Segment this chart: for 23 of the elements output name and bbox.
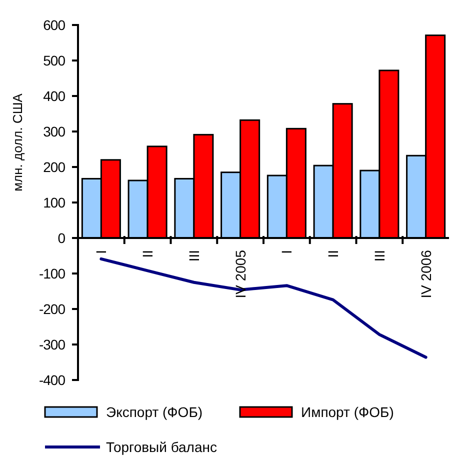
y-axis-title: млн. долл. США [10, 93, 25, 192]
x-tick-label: IV 2006 [418, 250, 434, 298]
x-tick-label: III [186, 250, 202, 262]
x-tick-label: II [140, 250, 156, 258]
y-tick-label: 500 [43, 52, 66, 68]
y-tick-label: -100 [38, 266, 66, 282]
y-tick-label: 0 [58, 230, 66, 246]
y-tick-label: -200 [38, 301, 66, 317]
legend-label: Импорт (ФОБ) [301, 404, 394, 420]
x-tick-label: IV 2005 [232, 250, 248, 298]
y-tick-label: -400 [38, 372, 66, 388]
y-tick-label: 200 [43, 159, 66, 175]
x-tick-label: I [93, 250, 110, 254]
y-tick-label: 600 [43, 17, 66, 33]
x-tick-label: II [325, 250, 342, 258]
y-tick-label: -300 [38, 336, 66, 352]
legend-label: Торговый баланс [106, 439, 217, 455]
x-tick-label: I [278, 250, 295, 254]
legend-label: Экспорт (ФОБ) [106, 404, 203, 420]
y-tick-label: 100 [43, 194, 66, 210]
y-tick-label: 400 [43, 88, 66, 104]
y-tick-label: 300 [43, 124, 66, 140]
x-tick-label: III [371, 250, 388, 262]
